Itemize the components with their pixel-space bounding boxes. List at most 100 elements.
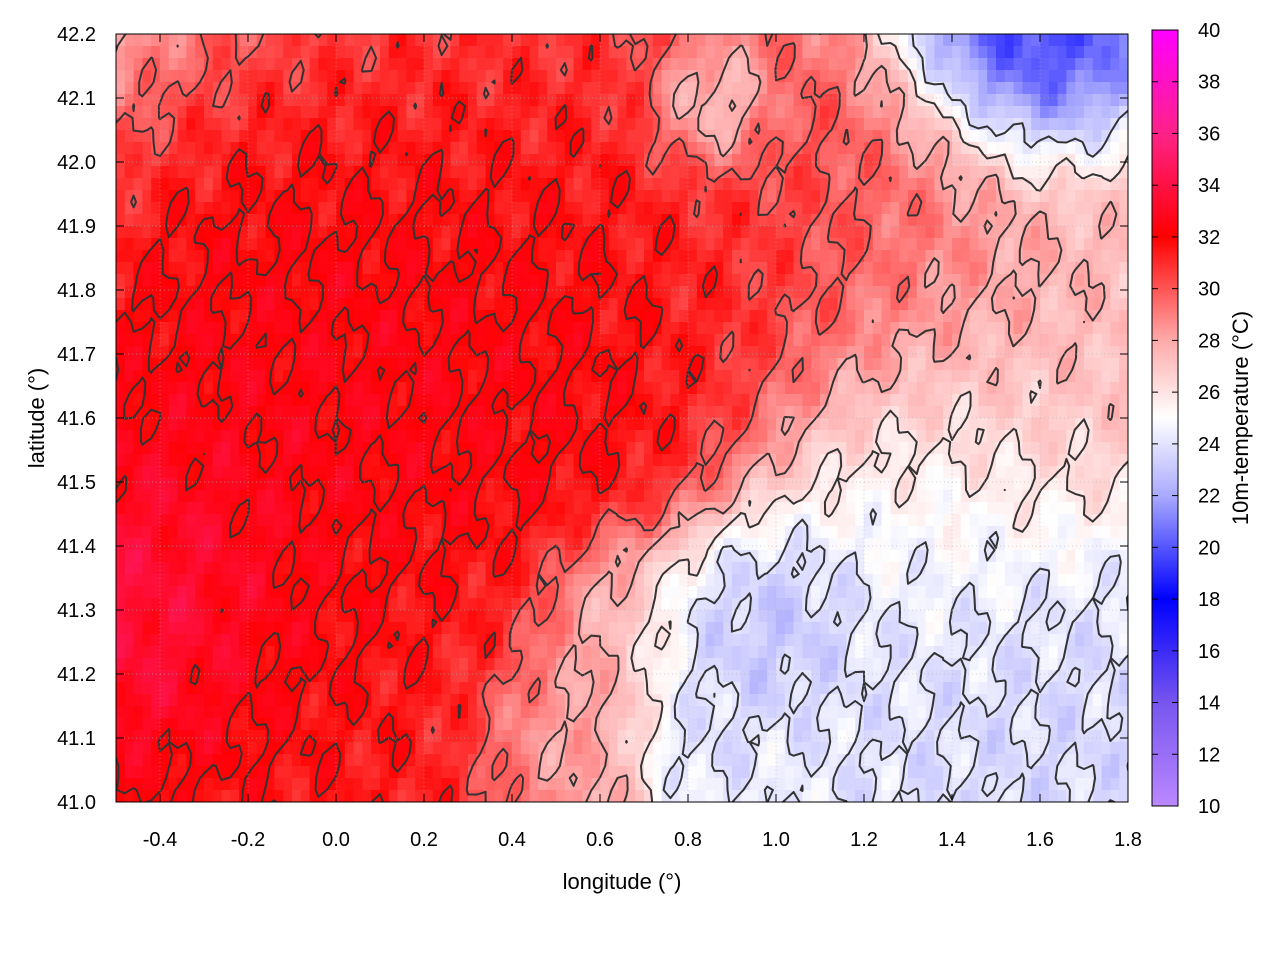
heatmap-cell [793,70,803,83]
heatmap-cell [881,310,891,323]
heatmap-cell [1048,226,1059,239]
heatmap-cell [1066,478,1076,491]
heatmap-cell [943,274,953,287]
heatmap-cell [468,310,478,323]
heatmap-cell [547,226,557,239]
heatmap-cell [916,322,927,335]
heatmap-cell [925,430,935,443]
heatmap-cell [318,358,328,371]
heatmap-cell [802,466,812,479]
heatmap-cell [230,238,240,251]
heatmap-cell [661,58,671,71]
heatmap-cell [168,382,179,395]
heatmap-cell [468,550,478,563]
heatmap-cell [353,46,363,59]
heatmap-cell [327,142,337,155]
heatmap-cell [749,454,759,467]
heatmap-cell [802,46,812,59]
heatmap-cell [177,202,187,215]
heatmap-cell [556,106,566,119]
heatmap-cell [300,550,311,563]
heatmap-cell [1040,490,1050,503]
heatmap-cell [1084,118,1094,131]
heatmap-cell [714,298,724,311]
heatmap-cell [318,418,328,431]
heatmap-cell [283,346,293,359]
heatmap-cell [996,286,1006,299]
heatmap-cell [124,478,135,491]
heatmap-cell [309,34,319,47]
heatmap-cell [520,58,531,71]
heatmap-cell [441,442,451,455]
heatmap-cell [837,250,847,263]
heatmap-cell [318,118,328,131]
heatmap-cell [186,322,196,335]
heatmap-cell [564,334,575,347]
heatmap-cell [925,154,935,167]
heatmap-cell [292,334,302,347]
heatmap-cell [564,82,575,95]
heatmap-cell [529,394,539,407]
heatmap-cell [855,298,865,311]
heatmap-cell [1057,118,1067,131]
heatmap-cell [362,46,372,59]
heatmap-cell [318,178,328,191]
heatmap-cell [661,262,671,275]
heatmap-cell [415,418,425,431]
heatmap-cell [424,382,434,395]
heatmap-cell [274,466,284,479]
heatmap-cell [468,490,478,503]
heatmap-cell [908,118,918,131]
heatmap-cell [872,394,883,407]
heatmap-cell [934,298,944,311]
heatmap-cell [600,478,610,491]
heatmap-cell [494,526,504,539]
heatmap-cell [767,70,777,83]
heatmap-cell [1092,298,1103,311]
heatmap-cell [776,430,786,443]
heatmap-cell [890,238,900,251]
heatmap-cell [608,346,619,359]
heatmap-cell [626,178,636,191]
heatmap-cell [1048,526,1059,539]
heatmap-cell [670,466,680,479]
heatmap-cell [450,154,460,167]
heatmap-cell [256,502,267,515]
heatmap-cell [784,418,795,431]
heatmap-cell [494,106,504,119]
heatmap-cell [353,94,363,107]
heatmap-cell [573,202,583,215]
heatmap-cell [186,478,196,491]
heatmap-cell [564,94,575,107]
heatmap-cell [547,298,557,311]
heatmap-cell [239,226,249,239]
heatmap-cell [512,82,522,95]
heatmap-cell [943,82,953,95]
heatmap-cell [934,454,944,467]
heatmap-cell [644,322,654,335]
heatmap-cell [512,94,522,107]
heatmap-cell [908,106,918,119]
heatmap-cell [740,154,751,167]
heatmap-cell [573,478,583,491]
heatmap-cell [239,322,249,335]
heatmap-cell [239,286,249,299]
heatmap-cell [336,178,346,191]
heatmap-cell [890,262,900,275]
heatmap-cell [969,118,979,131]
heatmap-cell [872,118,883,131]
heatmap-cell [608,286,619,299]
heatmap-cell [820,70,830,83]
heatmap-cell [1119,430,1128,443]
heatmap-cell [820,34,830,47]
heatmap-cell [890,406,900,419]
heatmap-cell [749,538,759,551]
heatmap-cell [688,118,698,131]
heatmap-cell [740,502,751,515]
heatmap-cell [512,34,522,47]
heatmap-cell [221,550,231,563]
heatmap-cell [960,382,971,395]
heatmap-cell [723,274,733,287]
heatmap-cell [300,46,311,59]
heatmap-cell [943,94,953,107]
